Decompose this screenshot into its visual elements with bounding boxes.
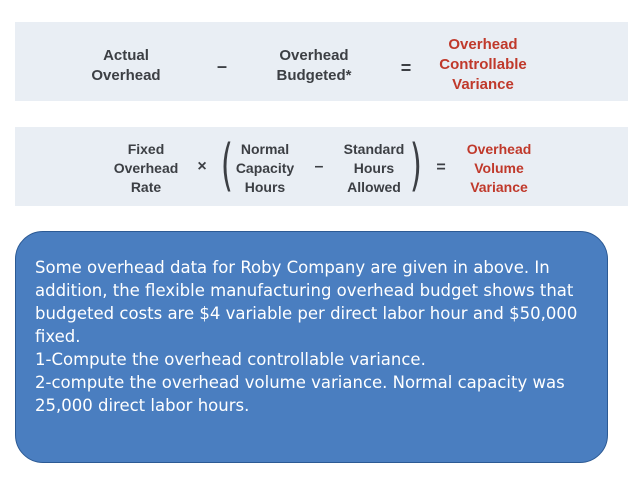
equals-operator-2: = <box>436 159 446 176</box>
callout-line: 2-compute the overhead volume variance. … <box>35 373 565 392</box>
result2-line-2: Volume <box>474 160 524 176</box>
overhead-budgeted-term: Overhead Budgeted* <box>266 46 362 86</box>
actual-overhead-line-2: Overhead <box>91 67 161 84</box>
callout-line: budgeted costs are $4 variable per direc… <box>35 304 578 323</box>
callout-line: addition, the flexible manufacturing ove… <box>35 281 574 300</box>
fixed-overhead-rate-term: Fixed Overhead Rate <box>106 140 186 197</box>
actual-overhead-line-1: Actual <box>103 47 149 64</box>
actual-overhead-term: Actual Overhead <box>86 46 166 86</box>
equals-operator: = <box>400 58 412 78</box>
standard-hours-allowed-line-2: Hours <box>353 160 395 176</box>
standard-hours-allowed-line-1: Standard <box>343 141 405 157</box>
standard-hours-allowed-line-3: Allowed <box>347 179 401 195</box>
fixed-overhead-rate-line-2: Overhead <box>113 160 179 176</box>
result2-line-1: Overhead <box>466 141 532 157</box>
normal-capacity-hours-line-2: Capacity <box>235 160 295 176</box>
problem-statement-callout: Some overhead data for Roby Company are … <box>15 231 608 463</box>
minus-operator: – <box>216 56 227 76</box>
normal-capacity-hours-term: Normal Capacity Hours <box>230 140 300 197</box>
result-line-3: Variance <box>452 76 514 93</box>
callout-line: 1-Compute the overhead controllable vari… <box>35 350 426 369</box>
open-parenthesis: ( <box>220 133 233 198</box>
fixed-overhead-rate-line-3: Rate <box>130 179 162 195</box>
overhead-volume-variance-result: Overhead Volume Variance <box>456 140 542 197</box>
fixed-overhead-rate-line-1: Fixed <box>127 141 165 157</box>
result-line-1: Overhead <box>448 36 518 53</box>
overhead-budgeted-line-2: Budgeted* <box>276 67 352 84</box>
problem-statement-text: Some overhead data for Roby Company are … <box>35 256 605 417</box>
overhead-budgeted-line-1: Overhead <box>279 47 349 64</box>
callout-line: Some overhead data for Roby Company are … <box>35 258 550 277</box>
volume-variance-formula-panel <box>15 127 628 206</box>
result-line-2: Controllable <box>439 56 527 73</box>
close-parenthesis: ) <box>409 133 422 198</box>
callout-line: 25,000 direct labor hours. <box>35 396 250 415</box>
normal-capacity-hours-line-1: Normal <box>240 141 290 157</box>
times-operator: × <box>197 158 207 175</box>
minus-operator-2: – <box>314 158 324 175</box>
controllable-variance-formula-panel <box>15 22 628 101</box>
overhead-controllable-variance-result: Overhead Controllable Variance <box>428 35 538 95</box>
callout-line: fixed. <box>35 327 81 346</box>
result2-line-3: Variance <box>470 179 528 195</box>
normal-capacity-hours-line-3: Hours <box>244 179 286 195</box>
standard-hours-allowed-term: Standard Hours Allowed <box>336 140 412 197</box>
